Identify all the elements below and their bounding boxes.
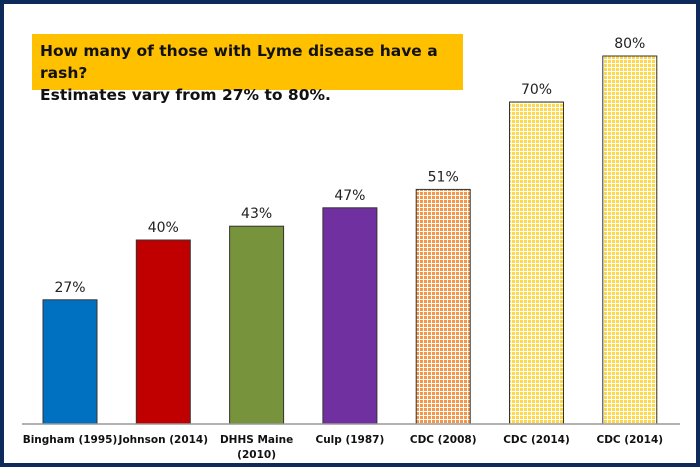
category-label: Culp (1987) <box>316 434 385 446</box>
chart-title-box: How many of those with Lyme disease have… <box>32 34 463 104</box>
category-label: CDC (2014) <box>503 434 570 446</box>
bar <box>135 239 191 425</box>
data-label: 51% <box>428 169 459 185</box>
bar <box>229 225 285 425</box>
data-label: 40% <box>148 220 179 236</box>
bar <box>415 188 471 425</box>
category-label: (2010) <box>237 449 276 461</box>
category-label: DHHS Maine <box>220 434 293 446</box>
data-label: 43% <box>241 206 272 222</box>
bar <box>42 299 98 425</box>
chart-title: How many of those with Lyme disease have… <box>40 42 438 82</box>
category-label: CDC (2008) <box>410 434 477 446</box>
chart-subtitle: Estimates vary from 27% to 80%. <box>40 86 331 104</box>
bar <box>509 101 564 425</box>
data-label: 70% <box>521 82 552 98</box>
category-label: Johnson (2014) <box>118 434 209 446</box>
category-label: CDC (2014) <box>596 434 663 446</box>
data-label: 27% <box>54 280 85 296</box>
bar <box>602 55 658 425</box>
category-label: Bingham (1995) <box>23 434 118 446</box>
data-label: 80% <box>614 36 645 52</box>
data-label: 47% <box>334 188 365 204</box>
bar <box>322 207 378 425</box>
